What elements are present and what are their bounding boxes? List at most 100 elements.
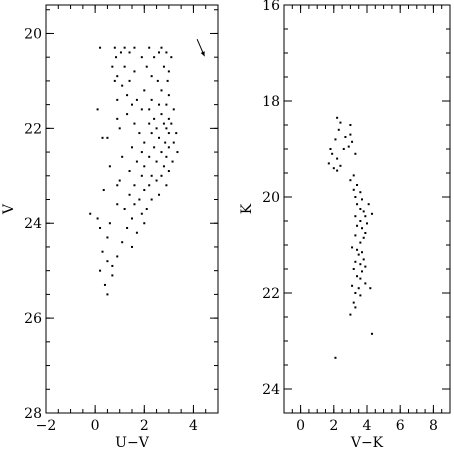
data-point bbox=[150, 98, 153, 101]
data-point bbox=[359, 277, 362, 280]
data-point bbox=[334, 356, 337, 359]
data-point bbox=[352, 301, 355, 304]
data-point bbox=[158, 103, 161, 106]
data-point bbox=[111, 274, 114, 277]
data-point bbox=[364, 232, 367, 234]
data-point bbox=[165, 184, 168, 187]
data-point bbox=[162, 165, 165, 168]
data-point bbox=[165, 103, 168, 106]
data-point bbox=[359, 294, 362, 297]
data-point bbox=[171, 160, 174, 163]
data-point bbox=[143, 89, 146, 92]
y-axis-label: K bbox=[239, 203, 255, 214]
plot-frame bbox=[45, 4, 219, 414]
data-point bbox=[352, 174, 355, 177]
data-point bbox=[111, 264, 114, 267]
data-point bbox=[329, 148, 332, 150]
data-point bbox=[138, 132, 141, 135]
data-point bbox=[148, 46, 151, 49]
data-point bbox=[108, 222, 111, 225]
y-tick-label: 26 bbox=[24, 311, 42, 327]
data-point bbox=[361, 251, 364, 254]
data-point bbox=[176, 151, 179, 154]
data-point bbox=[140, 174, 143, 177]
data-point bbox=[172, 108, 175, 111]
data-point bbox=[123, 46, 126, 49]
data-point bbox=[135, 160, 138, 163]
data-point bbox=[354, 196, 357, 198]
data-point bbox=[116, 98, 119, 101]
data-point bbox=[361, 270, 364, 273]
data-point bbox=[167, 170, 170, 173]
data-point bbox=[364, 215, 367, 218]
data-point bbox=[170, 122, 173, 125]
data-point bbox=[121, 241, 124, 244]
data-point bbox=[126, 226, 129, 229]
data-point bbox=[116, 75, 119, 78]
data-point bbox=[128, 170, 131, 173]
data-point bbox=[99, 269, 102, 272]
x-tick-label: −2 bbox=[36, 418, 57, 434]
data-point bbox=[356, 184, 359, 186]
data-point bbox=[155, 127, 158, 130]
data-point bbox=[349, 133, 352, 136]
data-point bbox=[148, 122, 151, 125]
data-point bbox=[113, 46, 116, 49]
reddening-arrow-head bbox=[200, 51, 205, 57]
data-point bbox=[356, 203, 359, 206]
data-point bbox=[118, 179, 121, 182]
data-point bbox=[116, 117, 119, 120]
data-point bbox=[167, 94, 170, 97]
data-point bbox=[160, 151, 163, 154]
data-point bbox=[354, 292, 357, 294]
data-point bbox=[359, 263, 362, 266]
data-point bbox=[140, 56, 143, 59]
data-point bbox=[357, 287, 360, 290]
data-point bbox=[148, 155, 151, 158]
data-point bbox=[153, 117, 156, 120]
y-tick-label: 24 bbox=[262, 382, 280, 398]
data-point bbox=[119, 51, 122, 54]
data-point bbox=[131, 217, 133, 220]
y-axis-label: V bbox=[1, 203, 17, 215]
data-point bbox=[143, 165, 146, 168]
data-point bbox=[370, 212, 373, 215]
data-point bbox=[156, 79, 159, 82]
data-point bbox=[102, 189, 105, 192]
data-point bbox=[160, 46, 163, 49]
y-tick-label: 28 bbox=[24, 406, 42, 422]
data-point bbox=[126, 94, 129, 97]
data-point bbox=[131, 103, 133, 106]
data-point bbox=[99, 226, 102, 229]
y-tick-label: 16 bbox=[262, 0, 280, 14]
data-point bbox=[362, 210, 365, 213]
data-point bbox=[133, 203, 136, 206]
data-point bbox=[359, 241, 362, 244]
data-point bbox=[364, 282, 367, 285]
data-point bbox=[89, 212, 92, 215]
data-point bbox=[145, 208, 148, 210]
data-point bbox=[349, 313, 352, 316]
data-point bbox=[121, 155, 124, 158]
data-point bbox=[116, 203, 119, 206]
data-point bbox=[351, 246, 354, 249]
data-point bbox=[331, 152, 334, 155]
data-point bbox=[111, 65, 114, 68]
y-tick-label: 20 bbox=[262, 190, 280, 206]
data-point bbox=[143, 141, 146, 144]
data-point bbox=[370, 332, 373, 335]
data-point bbox=[172, 141, 175, 144]
x-tick-label: 4 bbox=[363, 418, 372, 434]
data-point bbox=[366, 222, 368, 225]
data-point bbox=[96, 108, 99, 111]
data-point bbox=[354, 260, 357, 263]
data-point bbox=[359, 220, 362, 222]
data-point bbox=[351, 284, 354, 287]
data-point bbox=[337, 128, 340, 131]
data-point bbox=[135, 98, 138, 101]
data-point bbox=[367, 203, 370, 206]
data-point bbox=[131, 245, 133, 248]
x-tick-label: 0 bbox=[296, 418, 305, 434]
